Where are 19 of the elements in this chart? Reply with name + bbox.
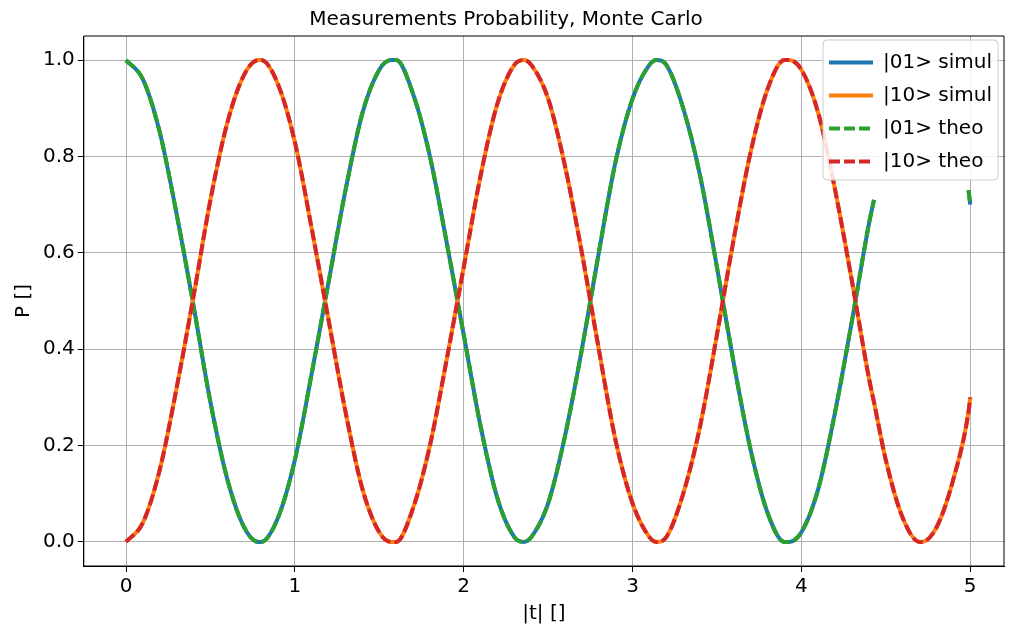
legend-label: |10> theo (883, 147, 984, 172)
legend-label: |01> simul (883, 48, 993, 73)
legend-label: |01> theo (883, 114, 984, 139)
x-axis-title: |t| [] (522, 600, 566, 625)
x-tick-label: 1 (288, 573, 302, 598)
x-tick-label: 3 (626, 573, 639, 598)
x-tick-label: 4 (795, 573, 808, 598)
y-tick-label: 1.0 (42, 46, 75, 71)
legend-label: |10> simul (883, 81, 993, 106)
y-axis-title: P [] (10, 283, 35, 319)
y-tick-label: 0.6 (42, 239, 75, 264)
x-tick-label: 2 (457, 573, 471, 598)
y-tick-label: 0.8 (42, 142, 75, 167)
chart-title: Measurements Probability, Monte Carlo (309, 6, 703, 31)
x-tick-label: 5 (963, 573, 977, 598)
x-tick-label: 0 (119, 573, 133, 598)
y-tick-label: 0.4 (42, 335, 75, 360)
y-tick-label: 0.2 (42, 431, 75, 456)
y-tick-label: 0.0 (42, 528, 75, 553)
